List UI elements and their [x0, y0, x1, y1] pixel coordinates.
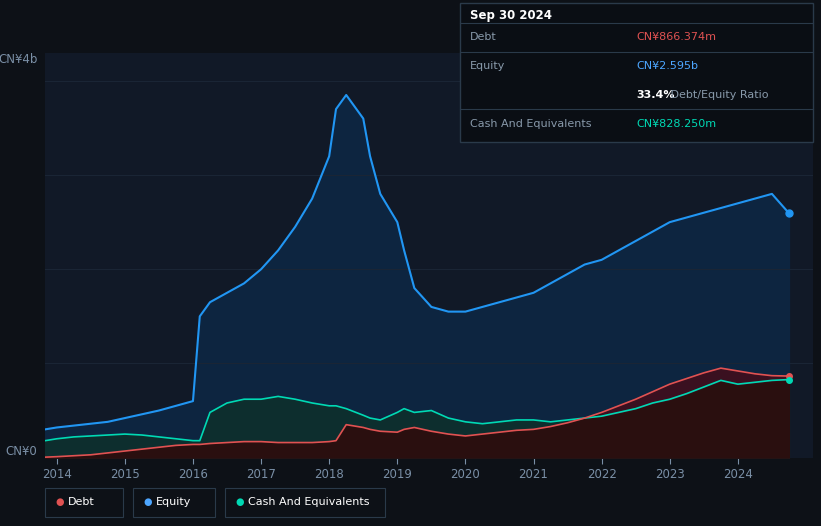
Text: CN¥2.595b: CN¥2.595b [636, 61, 699, 71]
Text: Debt: Debt [68, 497, 95, 508]
Text: CN¥866.374m: CN¥866.374m [636, 32, 716, 42]
Text: CN¥0: CN¥0 [6, 444, 38, 458]
Text: CN¥4b: CN¥4b [0, 53, 38, 66]
Text: Equity: Equity [156, 497, 191, 508]
Text: Debt: Debt [470, 32, 497, 42]
Text: Equity: Equity [470, 61, 505, 71]
Text: Sep 30 2024: Sep 30 2024 [470, 9, 552, 22]
Text: Debt/Equity Ratio: Debt/Equity Ratio [667, 90, 769, 100]
Text: ●: ● [144, 497, 152, 508]
Text: ●: ● [236, 497, 244, 508]
Text: Cash And Equivalents: Cash And Equivalents [470, 119, 591, 129]
Text: 33.4%: 33.4% [636, 90, 675, 100]
Text: ●: ● [56, 497, 64, 508]
Text: Cash And Equivalents: Cash And Equivalents [248, 497, 369, 508]
Text: CN¥828.250m: CN¥828.250m [636, 119, 717, 129]
